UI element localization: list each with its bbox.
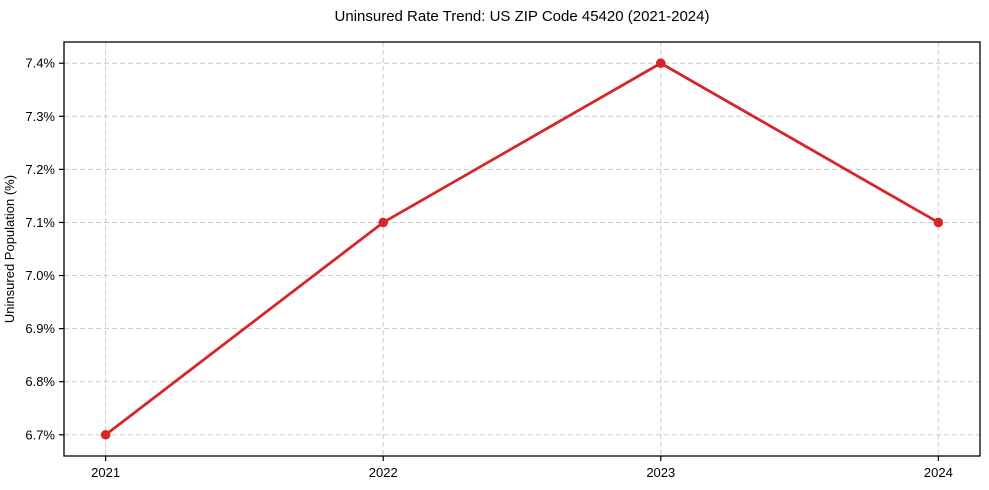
data-point — [100, 429, 111, 440]
x-tick-label: 2024 — [924, 465, 953, 480]
axes-spines — [63, 41, 981, 457]
data-point — [933, 217, 944, 228]
y-tick-label: 6.7% — [25, 427, 55, 442]
trend-line — [104, 61, 940, 437]
y-tick-label: 7.4% — [25, 56, 55, 71]
x-tick-label: 2021 — [91, 465, 120, 480]
chart-title: Uninsured Rate Trend: US ZIP Code 45420 … — [334, 8, 710, 25]
y-tick-label: 6.9% — [25, 321, 55, 336]
y-tick-label: 6.8% — [25, 374, 55, 389]
y-tick-label: 7.0% — [25, 268, 55, 283]
data-point — [378, 217, 389, 228]
data-point — [655, 58, 666, 69]
y-tick-label: 7.1% — [25, 215, 55, 230]
x-tick-label: 2022 — [369, 465, 398, 480]
x-tick-label: 2023 — [646, 465, 675, 480]
y-tick-label: 7.3% — [25, 109, 55, 124]
y-tick-label: 7.2% — [25, 162, 55, 177]
